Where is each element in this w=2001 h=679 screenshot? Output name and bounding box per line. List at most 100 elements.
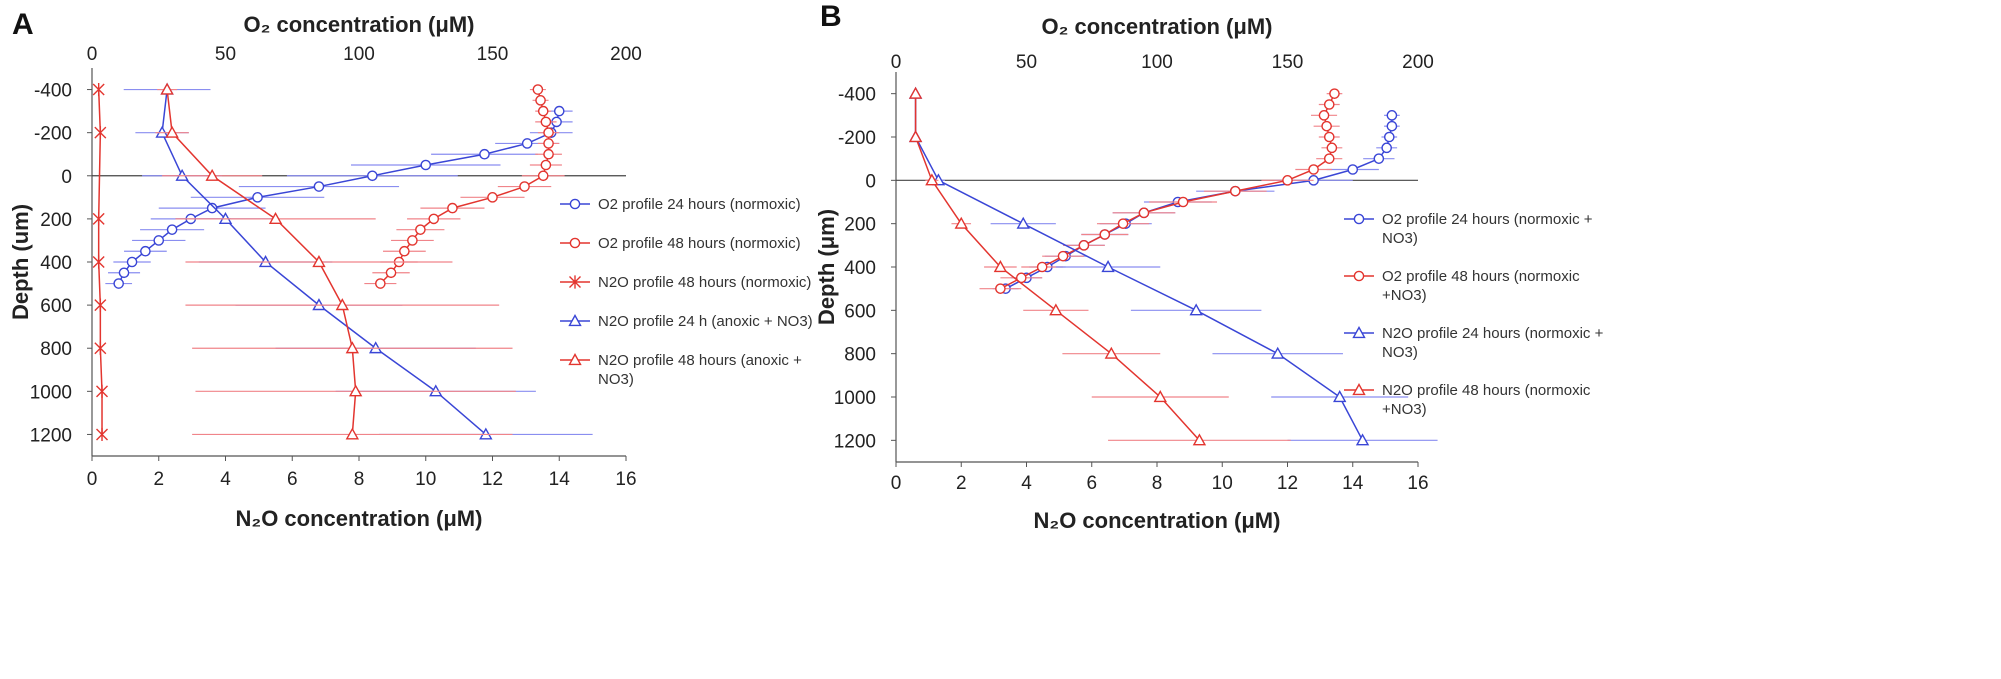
data-point	[335, 298, 350, 311]
x-top-tick-label: 50	[1016, 52, 1037, 73]
data-point	[92, 212, 105, 226]
data-point	[954, 216, 968, 229]
data-point	[166, 224, 178, 235]
data-point	[348, 384, 363, 397]
data-point	[908, 86, 923, 99]
data-point	[345, 427, 360, 440]
data-point	[1329, 88, 1340, 99]
x-bottom-tick-label: 2	[153, 469, 164, 490]
data-point	[153, 235, 165, 246]
data-point	[1138, 207, 1150, 219]
panel-letter: B	[820, 0, 842, 33]
legend-label: NO3)	[598, 371, 634, 388]
legend-item: N2O profile 24 h (anoxic + NO3)	[560, 313, 813, 330]
series-3	[908, 86, 1438, 446]
data-point	[521, 138, 533, 149]
data-point	[543, 127, 554, 138]
x-bottom-tick-label: 12	[482, 469, 503, 490]
data-point	[118, 267, 130, 279]
series-4	[908, 86, 1291, 446]
data-point	[94, 341, 107, 355]
data-point	[367, 170, 378, 182]
x-bottom-tick-label: 12	[1277, 473, 1298, 494]
x-top-tick-label: 0	[87, 44, 98, 65]
x-top-tick-label: 150	[477, 44, 509, 65]
x-bottom-tick-label: 0	[891, 473, 902, 494]
y-tick-label: 800	[844, 345, 876, 366]
legend-label: O2 profile 48 hours (normoxic)	[598, 235, 801, 252]
data-point	[1271, 346, 1285, 359]
series-5	[155, 82, 516, 440]
panel-letter: A	[12, 8, 34, 41]
data-point	[1333, 390, 1347, 403]
legend-label: O2 profile 24 hours (normoxic)	[598, 196, 801, 213]
y-tick-label: 400	[844, 258, 876, 279]
legend-swatch-marker	[569, 275, 581, 289]
series-2	[979, 88, 1343, 294]
data-point	[420, 159, 432, 171]
x-bottom-tick-label: 16	[1407, 473, 1428, 494]
legend-label: N2O profile 48 hours (normoxic)	[598, 274, 811, 291]
data-point	[1308, 164, 1319, 175]
x-bottom-tick-label: 10	[415, 469, 436, 490]
y-tick-label: -400	[838, 85, 876, 106]
data-point	[1153, 390, 1167, 403]
y-tick-label: -200	[838, 128, 876, 149]
data-point	[113, 278, 124, 289]
data-point	[487, 192, 498, 203]
top-axis-title: O₂ concentration (μM)	[243, 12, 474, 37]
data-point	[1386, 110, 1398, 121]
x-bottom-tick-label: 6	[1086, 473, 1097, 494]
x-bottom-tick-label: 4	[220, 469, 231, 490]
x-top-tick-label: 100	[1141, 52, 1173, 73]
data-point	[313, 181, 325, 192]
data-point	[375, 278, 386, 289]
x-bottom-tick-label: 0	[87, 469, 98, 490]
x-bottom-tick-label: 8	[1152, 473, 1163, 494]
data-point	[1373, 153, 1385, 164]
x-bottom-tick-label: 16	[615, 469, 636, 490]
series-line	[97, 89, 103, 435]
data-point	[540, 159, 552, 171]
y-tick-label: -400	[34, 81, 72, 102]
data-point	[1104, 346, 1119, 359]
data-point	[96, 384, 109, 398]
legend: O2 profile 24 hours (normoxic) O2 profile…	[560, 196, 813, 388]
x-bottom-tick-label: 6	[287, 469, 298, 490]
legend-item: O2 profile 24 hours (normoxic)	[560, 196, 801, 213]
data-point	[1057, 250, 1069, 262]
data-point	[1099, 229, 1111, 240]
x-top-tick-label: 0	[891, 52, 902, 73]
data-point	[1230, 185, 1241, 197]
data-point	[165, 125, 179, 138]
data-point	[519, 181, 530, 192]
x-bottom-tick-label: 4	[1021, 473, 1032, 494]
y-axis-title: Depth (um)	[8, 204, 33, 320]
x-top-tick-label: 200	[610, 44, 642, 65]
y-tick-label: 800	[40, 339, 72, 360]
y-tick-label: 600	[844, 301, 876, 322]
data-point	[92, 82, 105, 97]
legend-item: O2 profile 48 hours (normoxic +NO3)	[1344, 268, 1580, 304]
data-point	[925, 173, 939, 186]
legend-label: N2O profile 48 hours (normoxic	[1382, 382, 1591, 399]
series-1	[105, 105, 573, 289]
data-point	[1016, 216, 1030, 229]
data-point	[312, 255, 326, 268]
legend-swatch-marker	[568, 353, 582, 366]
data-point	[399, 245, 410, 257]
x-bottom-tick-label: 2	[956, 473, 967, 494]
legend-label: +NO3)	[1382, 287, 1427, 304]
data-point	[1323, 153, 1335, 164]
y-axis-title: Depth (μm)	[814, 209, 839, 325]
legend-swatch-marker	[569, 237, 581, 249]
y-tick-label: 200	[844, 215, 876, 236]
y-tick-label: 1000	[834, 388, 876, 409]
data-point	[537, 170, 549, 182]
data-point	[479, 148, 490, 160]
legend-label: O2 profile 24 hours (normoxic +	[1382, 211, 1593, 228]
data-point	[1282, 175, 1293, 186]
data-point	[1101, 260, 1115, 273]
data-point	[252, 192, 263, 203]
x-bottom-tick-label: 14	[549, 469, 571, 490]
